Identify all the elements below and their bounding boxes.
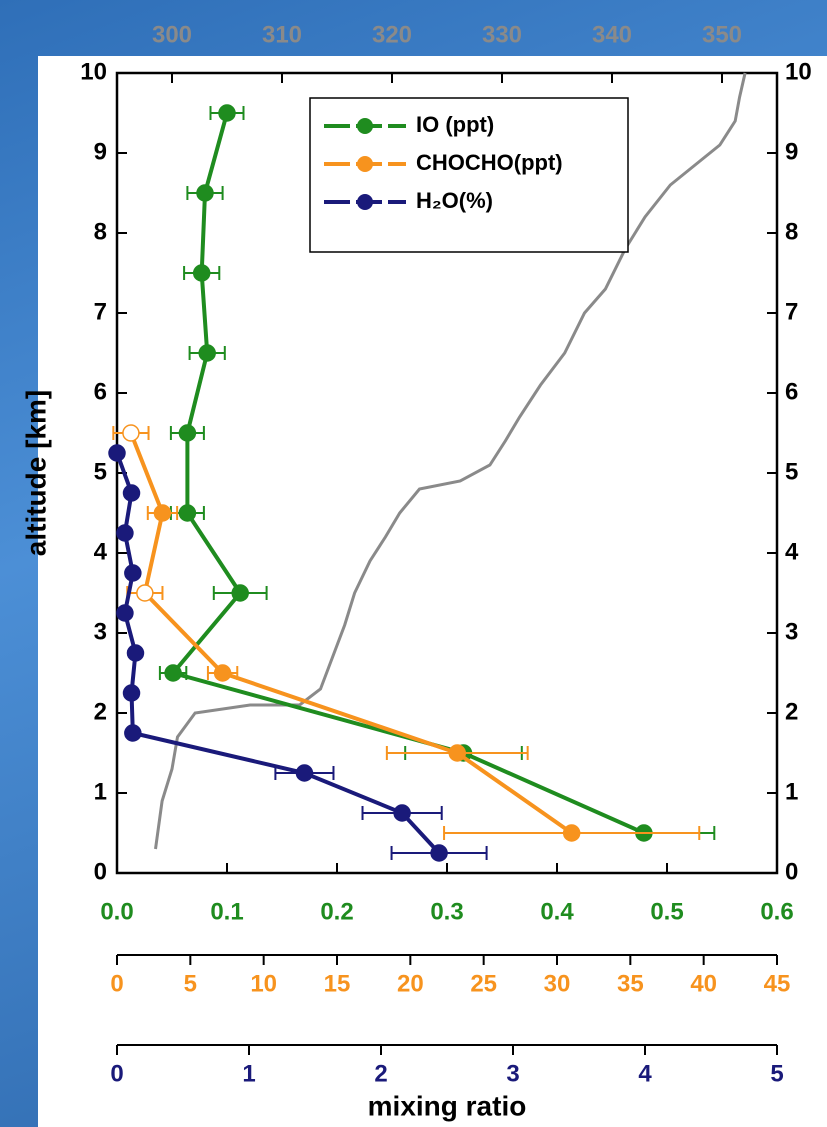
y-tick-label: 9 xyxy=(94,138,107,165)
series-line xyxy=(129,432,573,835)
data-point xyxy=(178,504,197,522)
y-tick-label: 8 xyxy=(94,218,107,245)
x-tick-label: 45 xyxy=(764,970,791,997)
y-tick-label-right: 3 xyxy=(785,618,798,645)
x-tick-label: 0.5 xyxy=(650,898,683,925)
x-tick-label: 330 xyxy=(482,21,522,48)
x-tick-label: 40 xyxy=(690,970,717,997)
data-point xyxy=(198,344,216,362)
data-point xyxy=(116,524,134,542)
x-tick-label: 0.1 xyxy=(210,898,243,925)
data-point xyxy=(122,684,141,702)
data-point xyxy=(122,484,141,502)
x-tick-label: 30 xyxy=(544,970,571,997)
legend-marker xyxy=(357,194,373,210)
y-tick-label: 0 xyxy=(94,858,107,885)
x-tick-label: 350 xyxy=(702,21,742,48)
y-tick-label-right: 9 xyxy=(785,138,798,165)
data-point xyxy=(108,444,126,462)
x-tick-label: 5 xyxy=(770,1060,783,1087)
x-tick-label: 0.2 xyxy=(320,898,353,925)
profile-line xyxy=(154,72,747,850)
y-tick-label: 6 xyxy=(94,378,107,405)
data-point xyxy=(562,824,581,842)
x-tick-label: 0.0 xyxy=(100,898,133,925)
x-tick-label: 4 xyxy=(638,1060,652,1087)
series-line xyxy=(169,112,645,835)
x-tick-label: 35 xyxy=(617,970,644,997)
data-point xyxy=(126,644,145,662)
data-point xyxy=(192,264,211,282)
data-point xyxy=(124,724,142,742)
y-tick-label: 2 xyxy=(94,698,107,725)
legend-label: H₂O(%) xyxy=(416,188,493,213)
y-tick-label: 7 xyxy=(94,298,107,325)
x-tick-label: 310 xyxy=(262,21,302,48)
data-point xyxy=(178,424,197,442)
data-point xyxy=(393,804,411,822)
y-tick-label-right: 0 xyxy=(785,858,798,885)
x-tick-label: 0 xyxy=(110,1060,123,1087)
y-tick-label-right: 8 xyxy=(785,218,798,245)
y-tick-label: 4 xyxy=(94,538,108,565)
data-point xyxy=(122,424,140,442)
y-axis-label: altitude [km] xyxy=(20,390,51,556)
x-tick-label: 25 xyxy=(470,970,497,997)
y-tick-label: 10 xyxy=(80,58,107,85)
data-point xyxy=(448,744,467,762)
x-tick-label: 340 xyxy=(592,21,632,48)
y-tick-label-right: 6 xyxy=(785,378,798,405)
data-point xyxy=(231,584,249,602)
y-tick-label-right: 2 xyxy=(785,698,798,725)
y-tick-label-right: 7 xyxy=(785,298,798,325)
data-point xyxy=(116,604,134,622)
x-tick-label: 20 xyxy=(397,970,424,997)
data-point xyxy=(153,504,172,522)
x-tick-label: 300 xyxy=(152,21,192,48)
legend-label: IO (ppt) xyxy=(416,112,494,137)
x-tick-label: 0.6 xyxy=(760,898,793,925)
y-tick-label: 1 xyxy=(94,778,107,805)
x-tick-label: 0.3 xyxy=(430,898,463,925)
x-tick-label: 10 xyxy=(250,970,277,997)
y-tick-label: 5 xyxy=(94,458,107,485)
data-point xyxy=(136,584,154,602)
y-tick-label-right: 1 xyxy=(785,778,798,805)
data-point xyxy=(295,764,314,782)
x-tick-label: 320 xyxy=(372,21,412,48)
x-tick-label: 0.4 xyxy=(540,898,574,925)
y-tick-label-right: 4 xyxy=(785,538,799,565)
data-point xyxy=(124,564,142,582)
data-point xyxy=(430,844,448,862)
data-point xyxy=(218,104,236,122)
legend-marker xyxy=(357,156,373,172)
data-point xyxy=(164,664,182,682)
data-point xyxy=(196,184,214,202)
legend-marker xyxy=(357,118,373,134)
plot-frame xyxy=(115,71,779,875)
x-tick-label: 3 xyxy=(506,1060,519,1087)
x-tick-label: 0 xyxy=(110,970,123,997)
legend-label: CHOCHO(ppt) xyxy=(416,150,563,175)
x-tick-label: 5 xyxy=(184,970,197,997)
x-axis-label: mixing ratio xyxy=(368,1090,527,1121)
x-tick-label: 15 xyxy=(324,970,351,997)
data-point xyxy=(213,664,232,682)
x-tick-label: 1 xyxy=(242,1060,255,1087)
y-tick-label: 3 xyxy=(94,618,107,645)
y-tick-label-right: 10 xyxy=(785,58,812,85)
y-tick-label-right: 5 xyxy=(785,458,798,485)
x-tick-label: 2 xyxy=(374,1060,387,1087)
